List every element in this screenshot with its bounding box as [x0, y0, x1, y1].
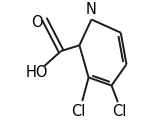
- Text: HO: HO: [26, 65, 48, 80]
- Text: N: N: [86, 2, 97, 17]
- Text: Cl: Cl: [71, 104, 86, 119]
- Text: O: O: [31, 15, 43, 30]
- Text: Cl: Cl: [112, 104, 127, 119]
